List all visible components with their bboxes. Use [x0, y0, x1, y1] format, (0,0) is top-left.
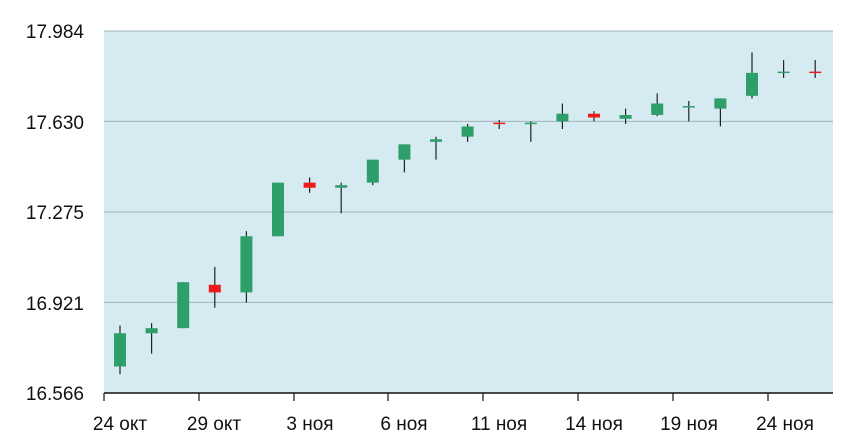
candle-body	[619, 114, 632, 119]
x-axis: 24 окт 29 окт 3 ноя 6 ноя 11 ноя 14 ноя …	[93, 392, 833, 435]
candle-body	[335, 185, 348, 188]
candle-body	[777, 71, 790, 74]
candle-body	[524, 122, 537, 125]
candle-body	[461, 126, 474, 137]
candles	[114, 52, 822, 375]
x-tick-label: 14 ноя	[565, 414, 623, 435]
y-tick-label: 16.921	[26, 294, 84, 315]
x-tick-label: 11 ноя	[471, 414, 527, 435]
candle-body	[398, 144, 411, 160]
candle-body	[177, 282, 190, 329]
candle-body	[430, 139, 442, 142]
candle-body	[714, 98, 727, 109]
candle-body	[208, 284, 221, 293]
x-tick-label: 19 ноя	[660, 414, 718, 435]
x-tick-label: 24 окт	[93, 414, 148, 435]
y-tick-label: 17.275	[26, 203, 84, 224]
candle-body	[809, 71, 822, 74]
x-tick-label: 3 ноя	[286, 414, 333, 435]
candle-body	[114, 333, 126, 367]
candle-body	[588, 113, 600, 118]
candle-body	[651, 103, 664, 115]
x-tick-label: 6 ноя	[380, 414, 427, 435]
gridlines	[104, 30, 833, 303]
x-tick-label: 29 окт	[187, 414, 242, 435]
candle-body	[240, 236, 253, 293]
candle-body	[746, 72, 758, 96]
x-tick-label: 24 ноя	[756, 414, 814, 435]
y-tick-label: 16.566	[26, 384, 84, 405]
candle-body	[145, 328, 158, 334]
candle-body	[303, 182, 316, 188]
candle-body	[556, 113, 569, 122]
candle-body	[272, 182, 284, 237]
y-axis: 17.984 17.630 17.275 16.921 16.566	[26, 22, 85, 405]
candle-body	[682, 106, 695, 108]
y-tick-label: 17.984	[26, 22, 85, 43]
candle-body	[366, 159, 379, 183]
y-tick-label: 17.630	[26, 113, 84, 134]
candle-body	[493, 122, 506, 125]
